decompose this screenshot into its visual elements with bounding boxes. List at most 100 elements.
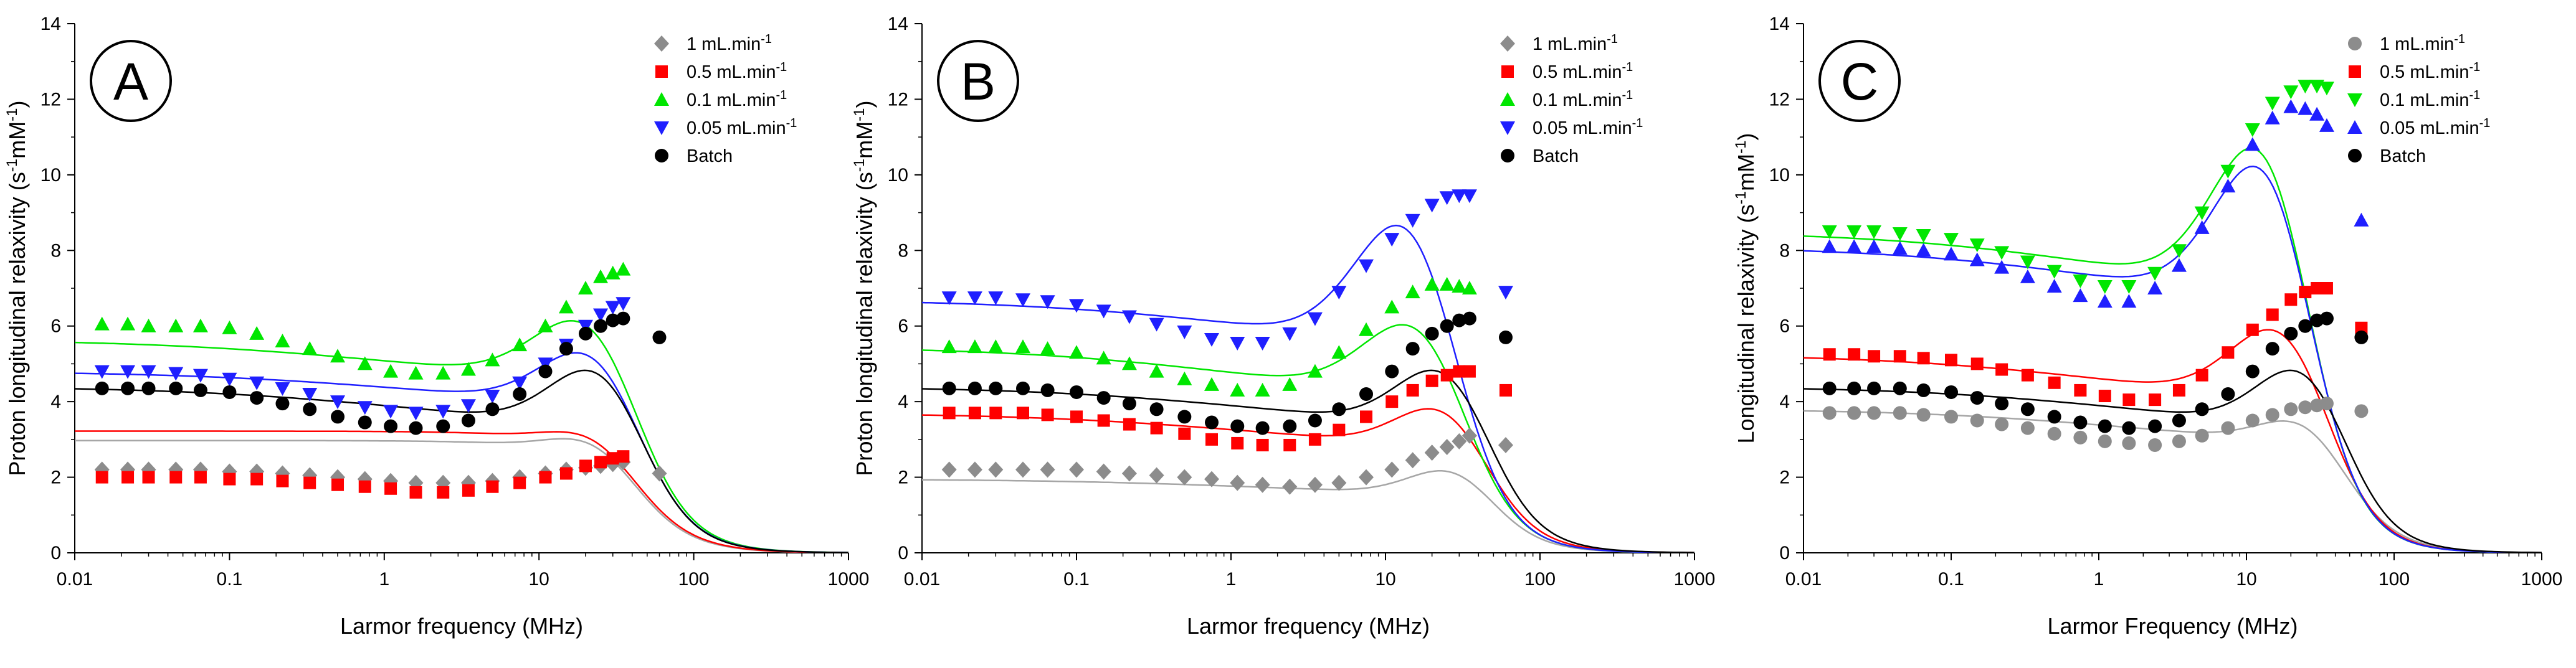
data-point xyxy=(968,407,981,420)
data-point xyxy=(1994,246,2010,260)
data-point xyxy=(2246,323,2259,336)
data-point xyxy=(1867,406,1881,420)
y-tick-label: 10 xyxy=(888,165,908,186)
data-point xyxy=(1917,352,1930,365)
data-point xyxy=(1405,342,1420,356)
fit-line xyxy=(75,352,848,553)
data-point xyxy=(2265,408,2279,422)
data-point xyxy=(1439,276,1455,291)
data-point xyxy=(1016,407,1029,420)
data-point xyxy=(967,291,982,306)
x-tick-label: 1000 xyxy=(828,569,870,590)
data-point xyxy=(1452,313,1466,327)
data-point xyxy=(1283,438,1296,451)
data-point xyxy=(1283,419,1297,433)
series-points xyxy=(1822,80,2334,294)
data-point xyxy=(331,410,345,424)
legend-label-text: Batch xyxy=(1533,146,1579,166)
legend-marker xyxy=(655,65,668,78)
y-axis-title-part: ) xyxy=(852,101,877,108)
y-tick-label: 0 xyxy=(898,543,908,563)
data-point xyxy=(2222,346,2235,359)
data-point xyxy=(1205,433,1219,446)
data-point xyxy=(2195,402,2209,416)
data-point xyxy=(2355,321,2368,334)
series-points xyxy=(1822,397,2369,452)
data-point xyxy=(1255,476,1270,493)
data-point xyxy=(1424,276,1440,291)
data-point xyxy=(2073,288,2088,303)
data-point xyxy=(615,297,631,311)
panel-badge-letter: C xyxy=(1841,52,1879,111)
series-points xyxy=(941,276,1477,397)
data-point xyxy=(1970,357,1984,370)
data-point xyxy=(460,399,476,413)
data-point xyxy=(577,319,593,334)
data-point xyxy=(357,401,373,415)
data-point xyxy=(538,364,553,379)
legend-label-text: 0.5 mL.min xyxy=(687,62,776,82)
data-point xyxy=(1015,339,1030,354)
data-point xyxy=(1040,295,1055,309)
data-point xyxy=(1282,478,1298,495)
data-point xyxy=(1944,247,1959,261)
data-point xyxy=(942,381,956,395)
data-point xyxy=(1405,452,1420,469)
data-point xyxy=(1040,461,1055,478)
data-point xyxy=(1439,191,1455,205)
series-points xyxy=(941,189,1513,351)
data-point xyxy=(2194,220,2210,234)
data-point xyxy=(2220,179,2236,193)
data-point xyxy=(1944,233,1959,247)
data-point xyxy=(1040,341,1055,355)
x-tick-label: 10 xyxy=(1375,569,1395,590)
data-point xyxy=(2311,282,2324,294)
data-point xyxy=(1149,467,1164,484)
data-point xyxy=(95,381,109,395)
data-point xyxy=(2121,294,2137,308)
data-point xyxy=(2194,206,2210,220)
data-point xyxy=(2284,402,2298,416)
data-point xyxy=(121,471,135,484)
legend-label-text: 0.1 mL.min xyxy=(2380,90,2469,110)
data-point xyxy=(1848,348,1861,361)
data-point xyxy=(383,405,399,419)
legend-label: 0.05 mL.min-1 xyxy=(1533,116,1643,138)
data-point xyxy=(559,467,573,480)
y-tick-label: 6 xyxy=(50,316,61,337)
y-axis-title-sup: -1 xyxy=(4,108,21,121)
data-point xyxy=(2098,390,2111,403)
data-point xyxy=(538,318,553,332)
legend-label-text: 0.1 mL.min xyxy=(687,90,776,110)
data-point xyxy=(1331,474,1347,491)
data-point xyxy=(250,391,264,405)
data-point xyxy=(1424,199,1440,213)
legend-marker xyxy=(2348,149,2362,162)
data-point xyxy=(1893,406,1907,420)
data-point xyxy=(1453,365,1466,378)
y-tick-label: 8 xyxy=(1779,240,1790,261)
data-point xyxy=(579,459,592,473)
y-tick-label: 14 xyxy=(888,14,908,34)
data-point xyxy=(1256,438,1269,451)
data-point xyxy=(169,471,183,484)
data-point xyxy=(1015,293,1030,308)
data-point xyxy=(2046,265,2062,279)
data-point xyxy=(1307,312,1323,326)
data-point xyxy=(605,265,620,280)
x-axis-title: Larmor frequency (MHz) xyxy=(340,613,583,639)
data-point xyxy=(1177,410,1192,424)
data-point xyxy=(1916,408,1931,422)
data-point xyxy=(1847,381,1861,395)
data-point xyxy=(223,473,236,486)
data-point xyxy=(1069,461,1084,478)
data-point xyxy=(1359,259,1374,273)
data-point xyxy=(276,474,289,487)
legend-label-text: 0.05 mL.min xyxy=(1533,118,1632,138)
data-point xyxy=(558,299,574,314)
data-point xyxy=(1307,364,1323,378)
data-point xyxy=(358,480,371,493)
legend-marker xyxy=(1500,35,1515,52)
data-point xyxy=(94,365,110,379)
